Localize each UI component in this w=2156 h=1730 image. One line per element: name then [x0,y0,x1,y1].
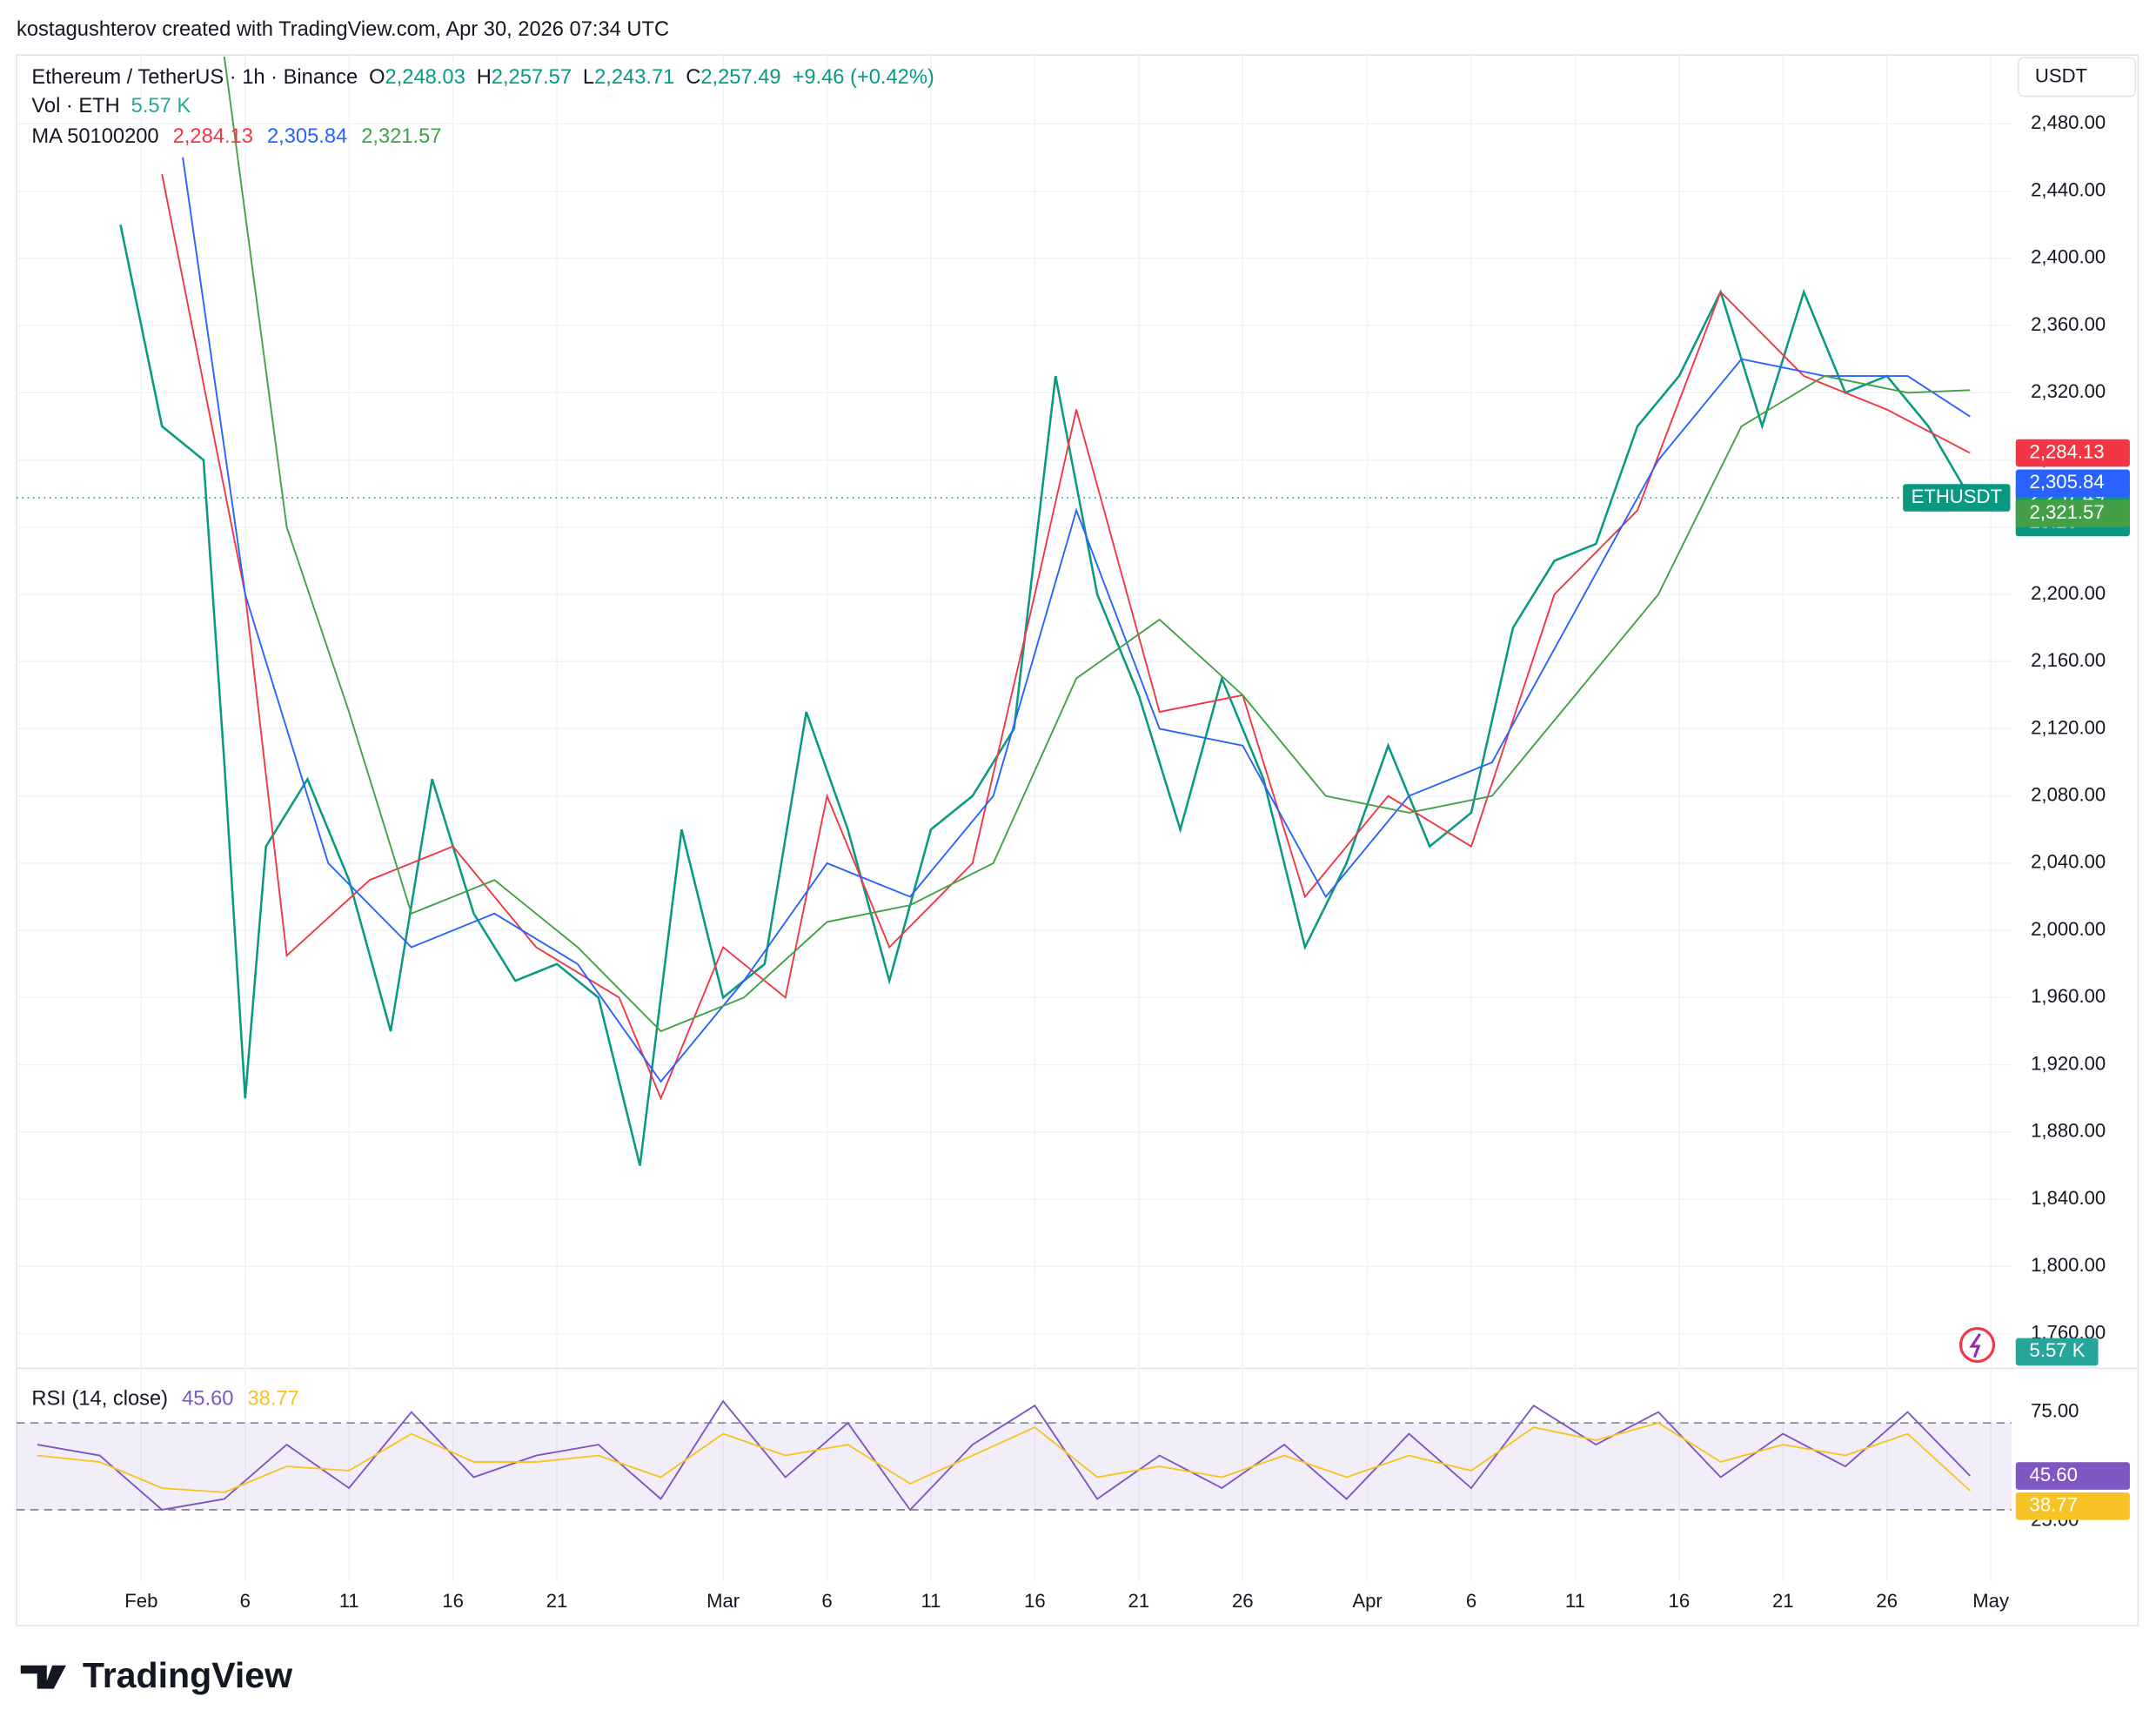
volume-badge-text: 5.57 K [2030,1339,2086,1361]
value-badge [2015,439,2130,467]
symbol: Ethereum / TetherUS · 1h · Binance [31,66,358,89]
y-tick-label: 2,000.00 [2031,918,2106,940]
y-tick-label: 1,960.00 [2031,985,2106,1007]
ohlc-value: 2,257.57 [492,66,572,89]
x-tick-label: 21 [546,1590,568,1612]
y-tick-label: 2,480.00 [2031,111,2106,133]
value-badge-text: 38.77 [2030,1494,2078,1516]
currency-box[interactable] [2018,57,2137,97]
x-tick-label: 6 [240,1590,251,1612]
y-tick-label: 2,040.00 [2031,851,2106,873]
value-badge [2015,1462,2130,1490]
series-line [182,157,1971,1083]
rsi-legend: RSI (14, close) 45.60 38.77 [31,1388,298,1411]
x-tick-label: 16 [1669,1590,1691,1612]
y-tick-label: 75.00 [2031,1399,2079,1421]
x-tick-label: 11 [921,1590,941,1612]
y-tick-label: 1,880.00 [2031,1120,2106,1142]
rsi-ma-value: 38.77 [247,1388,298,1411]
y-tick-label: 2,400.00 [2031,246,2106,268]
x-tick-label: Feb [124,1590,157,1612]
ohlc-value: 2,248.03 [385,66,465,89]
x-tick-label: Apr [1352,1590,1382,1612]
y-tick-label: 1,840.00 [2031,1187,2106,1209]
ohlc-key: L [583,66,594,89]
y-tick-label: 1,800.00 [2031,1254,2106,1276]
value-badge [2015,469,2130,498]
volume-value: 5.57 K [131,96,191,118]
alert-icon[interactable] [1958,1326,1996,1364]
alert-bolt [1969,1333,1981,1358]
series-line [119,224,1972,1166]
x-tick-label: 16 [442,1590,464,1612]
brand-logo [20,1665,66,1689]
symbol-badge-text: ETHUSDT [1912,486,2002,507]
x-tick-label: May [1972,1590,2010,1612]
y-tick-label: 1,920.00 [2031,1052,2106,1074]
chart-frame [16,54,2139,1626]
symbol-badge [1903,484,2011,512]
ma-value: 2,284.13 [173,125,253,148]
y-tick-label: 2,440.00 [2031,178,2106,200]
ma-label: MA 50100200 [31,125,158,148]
ma-value: 2,321.57 [361,125,441,148]
volume-badge [2015,1338,2099,1366]
value-badge-text: 2,305.84 [2030,471,2105,493]
x-tick-label: 16 [1024,1590,1046,1612]
series-line [37,1422,1971,1493]
volume-label: Vol · ETH [31,96,119,118]
ohlc-key: C [686,66,700,89]
y-tick-label: 2,360.00 [2031,313,2106,335]
ohlc-key: O [369,66,385,89]
value-badge [2015,500,2130,527]
ohlc-value: 2,243.71 [594,66,674,89]
y-tick-label: 2,200.00 [2031,582,2106,604]
y-tick-label: 2,120.00 [2031,716,2106,738]
ma-value: 2,305.84 [267,125,347,148]
x-tick-label: 6 [1466,1590,1476,1612]
x-tick-label: 21 [1128,1590,1150,1612]
y-tick-label: 2,160.00 [2031,649,2106,671]
rsi-title: RSI (14, close) [31,1388,168,1411]
ohlc-value: 2,257.49 [700,66,780,89]
x-tick-label: 11 [339,1590,359,1612]
series-line [37,1399,1971,1512]
y-tick-label: 2,080.00 [2031,784,2106,806]
y-tick-label: 2,320.00 [2031,380,2106,402]
x-tick-label: 26 [1876,1590,1898,1612]
rsi-value: 45.60 [182,1388,233,1411]
x-tick-label: 26 [1232,1590,1254,1612]
ohlc-key: H [477,66,492,89]
change: +9.46 (+0.42%) [793,66,934,89]
currency: USDT [2035,64,2087,86]
series-group [37,1399,1971,1512]
ma-legend: MA 50100200 2,284.13 2,305.84 2,321.57 [31,125,441,148]
series-line [223,56,1971,1033]
value-badge [2015,1492,2130,1520]
volume-legend: Vol · ETH 5.57 K [31,96,191,118]
x-tick-label: 11 [1565,1590,1585,1612]
x-tick-label: Mar [706,1590,740,1612]
grid [17,55,2012,1582]
attribution: kostagushterov created with TradingView.… [17,18,669,41]
value-badge-text: 45.60 [2030,1464,2078,1485]
plot: 1,760.001,800.001,840.001,880.001,920.00… [17,56,2130,1612]
x-tick-label: 6 [821,1590,832,1612]
legend-row: Ethereum / TetherUS · 1h · Binance O2,24… [31,66,934,89]
value-badge-text: 2,284.13 [2030,440,2105,462]
series-group [119,56,1972,1166]
brand-name: TradingView [83,1655,293,1695]
x-tick-label: 21 [1772,1590,1794,1612]
value-badge-text: 2,321.57 [2030,501,2105,523]
